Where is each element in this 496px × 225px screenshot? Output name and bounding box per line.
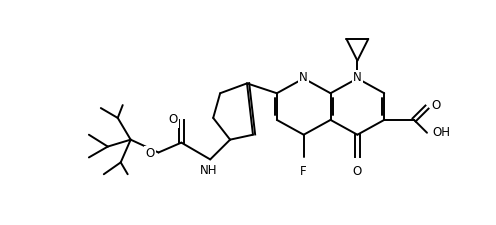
Text: F: F — [301, 165, 307, 178]
Text: O: O — [353, 165, 362, 178]
Text: NH: NH — [199, 164, 217, 177]
Text: OH: OH — [432, 126, 450, 139]
Text: O: O — [168, 113, 178, 126]
Text: N: N — [299, 71, 308, 84]
Text: O: O — [145, 147, 155, 160]
Text: O: O — [431, 99, 440, 112]
Text: N: N — [353, 71, 362, 84]
